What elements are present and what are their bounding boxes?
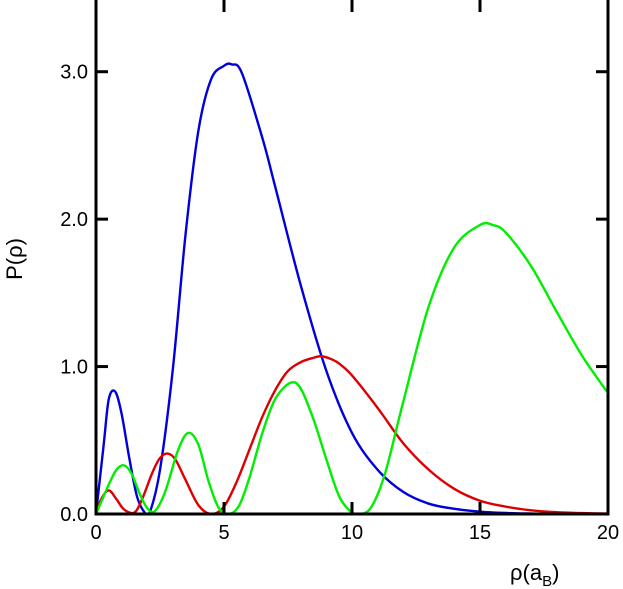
x-tick-label: 15 bbox=[469, 522, 491, 544]
x-tick-label: 5 bbox=[218, 522, 229, 544]
series-layer bbox=[96, 62, 608, 514]
x-tick-label: 10 bbox=[341, 522, 363, 544]
x-axis-label: ρ(aB) bbox=[510, 560, 559, 589]
x-axis-label-close: ) bbox=[552, 560, 559, 585]
x-axis-label-subscript: B bbox=[542, 573, 552, 589]
x-tick-label: 0 bbox=[90, 522, 101, 544]
series-line-2 bbox=[96, 355, 608, 514]
x-axis-label-main: ρ(a bbox=[510, 560, 543, 585]
y-axis-label: P(ρ) bbox=[2, 238, 27, 280]
series-line-3 bbox=[96, 221, 608, 514]
y-tick-label: 1.0 bbox=[60, 357, 88, 379]
x-tick-label: 20 bbox=[597, 522, 619, 544]
y-tick-label: 0.0 bbox=[60, 504, 88, 526]
y-tick-label: 3.0 bbox=[60, 62, 88, 84]
tick-layer: 0 5 10 15 20 0.0 1.0 2.0 3.0 bbox=[60, 0, 619, 544]
y-tick-label: 2.0 bbox=[60, 209, 88, 231]
plot-frame bbox=[94, 0, 610, 516]
series-line-1 bbox=[96, 62, 608, 514]
